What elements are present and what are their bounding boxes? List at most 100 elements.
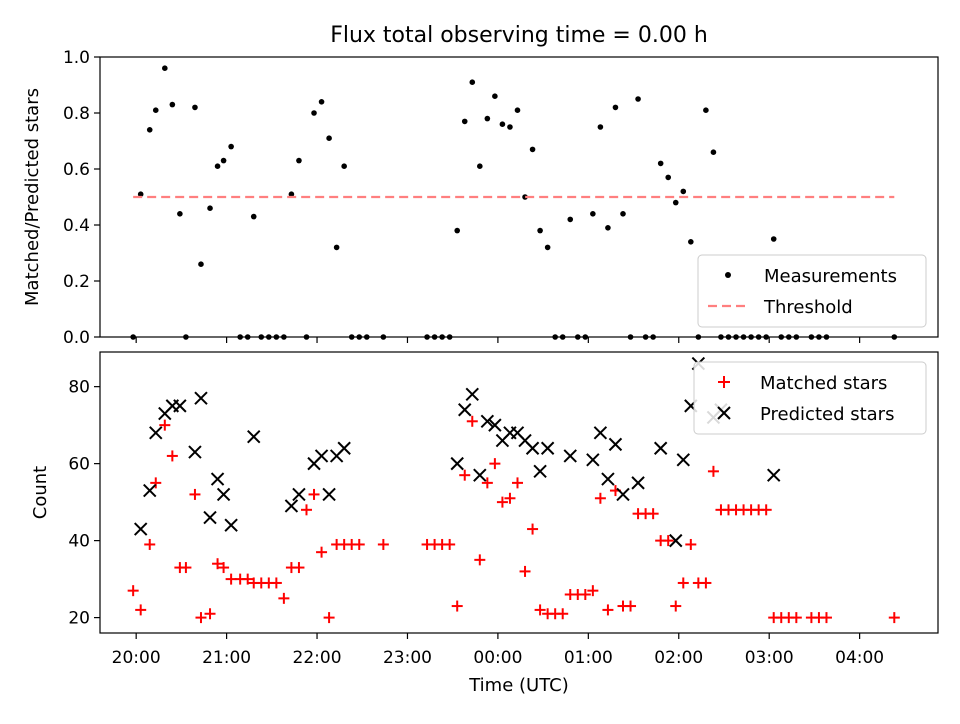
data-point — [353, 538, 365, 550]
data-point — [778, 334, 785, 340]
data-point — [363, 334, 370, 340]
legend-marker — [725, 272, 731, 278]
data-point — [166, 450, 178, 462]
data-point — [296, 157, 302, 164]
series-predicted-stars — [133, 356, 781, 548]
data-point — [169, 101, 176, 108]
data-point — [625, 600, 637, 612]
data-point — [159, 419, 171, 431]
data-point — [672, 199, 679, 206]
data-point — [755, 334, 762, 340]
data-point — [537, 227, 543, 234]
data-point — [816, 334, 822, 340]
data-point — [188, 445, 202, 459]
x-axis: 20:00 21:00 22:00 23:00 00:00 01:00 02:00 03:00… — [112, 648, 884, 668]
y-tick-label: 80 — [68, 378, 90, 398]
data-point — [214, 163, 221, 169]
data-point — [514, 107, 521, 113]
data-point — [559, 334, 566, 340]
data-point — [150, 477, 162, 489]
y-tick-label: 0.8 — [63, 104, 90, 124]
data-point — [594, 492, 606, 504]
data-point — [323, 612, 335, 624]
data-point — [469, 79, 476, 85]
data-point — [552, 334, 558, 340]
data-point — [579, 589, 591, 601]
data-point — [677, 577, 689, 589]
data-point — [627, 334, 634, 340]
ratio-panel: 0.0 0.2 0.4 0.6 0.8 1.0 Matched/Predicted star… — [22, 48, 939, 348]
data-point — [337, 441, 351, 455]
data-point — [710, 149, 717, 155]
data-point — [823, 334, 830, 340]
data-point — [533, 464, 547, 479]
data-point — [244, 334, 251, 340]
data-point — [608, 437, 623, 452]
data-point — [582, 334, 589, 340]
data-point — [377, 538, 389, 550]
x-tick-label: 20:00 — [112, 648, 161, 668]
data-point — [544, 244, 551, 251]
data-point — [725, 334, 732, 340]
data-point — [647, 508, 659, 520]
data-point — [465, 387, 479, 402]
data-point — [808, 334, 815, 340]
data-point — [454, 227, 461, 234]
legend-box — [693, 361, 927, 435]
x-tick-label: 04:00 — [835, 648, 884, 668]
data-point — [144, 538, 156, 550]
data-point — [356, 334, 363, 340]
data-point — [466, 415, 478, 427]
data-point — [763, 334, 769, 340]
data-point — [489, 458, 501, 470]
data-point — [194, 391, 208, 405]
data-point — [192, 104, 198, 111]
legend-label: Predicted stars — [760, 404, 894, 425]
data-point — [657, 160, 664, 167]
data-point — [733, 334, 739, 340]
data-point — [333, 244, 340, 251]
data-point — [529, 146, 536, 153]
data-point — [703, 107, 709, 113]
data-point — [670, 600, 682, 612]
data-point — [326, 135, 332, 141]
data-point — [527, 523, 539, 535]
data-point — [488, 418, 502, 432]
data-point — [127, 585, 139, 597]
y-axis-label: Count — [30, 466, 51, 519]
data-point — [499, 121, 506, 127]
data-point — [318, 99, 325, 105]
data-point — [228, 143, 234, 150]
data-point — [195, 612, 207, 624]
data-point — [247, 429, 261, 444]
data-point — [631, 476, 645, 490]
data-point — [695, 334, 702, 340]
x-tick-label: 02:00 — [654, 648, 703, 668]
data-point — [605, 225, 611, 231]
series-measurements — [130, 65, 898, 340]
data-point — [183, 334, 189, 340]
x-axis-label: Time (UTC) — [468, 675, 569, 696]
data-point — [216, 487, 231, 502]
data-point — [496, 496, 508, 508]
count-panel: 20 40 60 80 Count Matched stars Predicted star… — [30, 351, 939, 639]
data-point — [586, 453, 600, 467]
data-point — [180, 562, 192, 574]
data-point — [461, 118, 468, 125]
data-point — [519, 565, 531, 577]
data-point — [481, 477, 493, 489]
data-point — [177, 211, 183, 217]
y-tick-label: 0.0 — [63, 328, 90, 348]
data-point — [507, 124, 513, 130]
data-point — [130, 334, 136, 340]
data-point — [820, 612, 832, 624]
data-point — [665, 174, 672, 181]
data-point — [224, 518, 238, 532]
data-point — [563, 449, 577, 463]
data-point — [348, 334, 355, 340]
data-point — [653, 441, 668, 455]
data-point — [767, 468, 781, 482]
data-point — [341, 163, 347, 169]
